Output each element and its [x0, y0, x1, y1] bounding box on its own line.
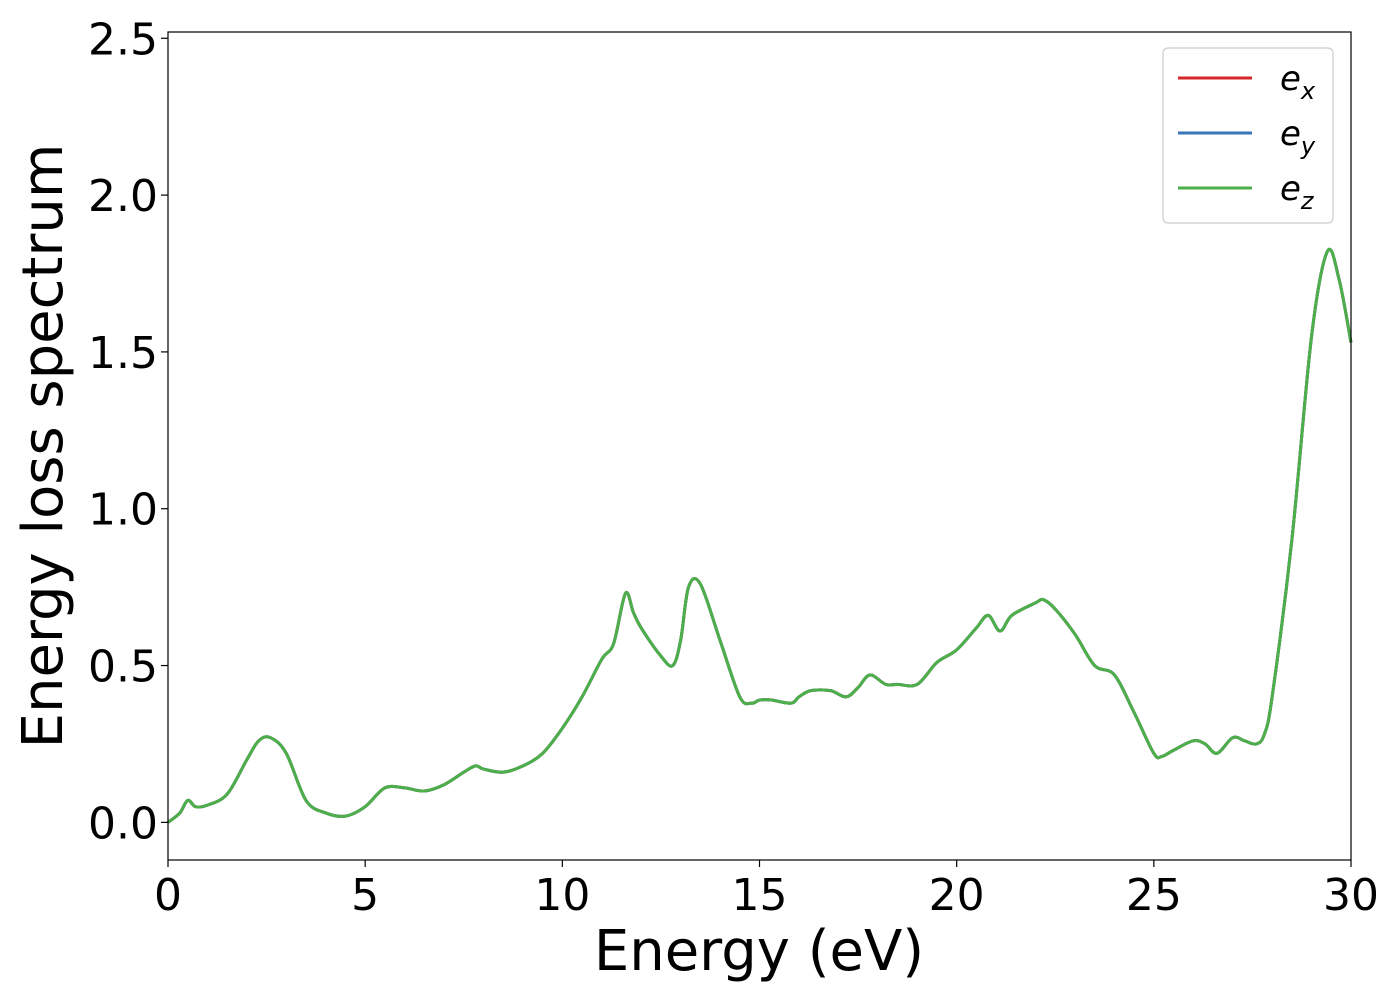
plot-background: [168, 32, 1351, 860]
x-tick-label: 0: [154, 870, 182, 921]
x-axis-ticks: 0 5 10 15 20 25 30: [154, 860, 1379, 921]
legend: ex ey ez: [1162, 47, 1334, 224]
series-line-ez: [167, 247, 1353, 824]
x-tick-label: 20: [929, 870, 985, 921]
y-tick-label: 1.5: [88, 328, 158, 379]
y-axis-ticks: 0.0 0.5 1.0 1.5 2.0 2.5: [88, 14, 168, 849]
x-tick-label: 30: [1323, 870, 1379, 921]
y-axis-label: Energy loss spectrum: [11, 144, 76, 749]
y-tick-label: 0.5: [88, 642, 158, 693]
legend-label-ez: ez: [1280, 169, 1315, 215]
legend-box: [1162, 47, 1334, 224]
x-tick-label: 10: [534, 870, 590, 921]
series-layer: [167, 247, 1353, 824]
legend-label-ey: ey: [1280, 114, 1316, 160]
y-tick-label: 0.0: [88, 798, 158, 849]
legend-label-ex: ex: [1280, 59, 1316, 105]
x-tick-label: 15: [732, 870, 788, 921]
y-tick-label: 2.5: [88, 14, 158, 65]
y-tick-label: 1.0: [88, 485, 158, 536]
x-axis-label: Energy (eV): [594, 919, 924, 984]
x-tick-label: 25: [1126, 870, 1182, 921]
y-tick-label: 2.0: [88, 171, 158, 222]
x-tick-label: 5: [351, 870, 379, 921]
